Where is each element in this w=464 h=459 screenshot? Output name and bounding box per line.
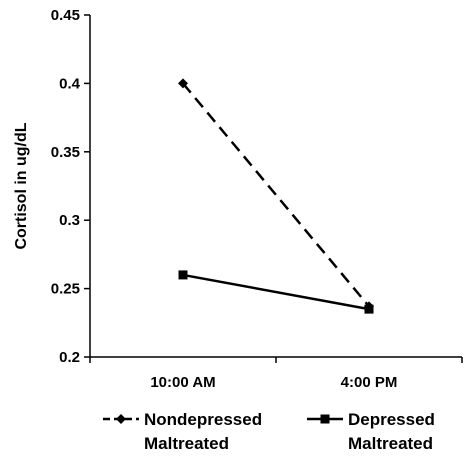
data-point-marker	[178, 270, 188, 280]
data-point-marker	[178, 78, 188, 89]
legend-label: Maltreated	[348, 434, 433, 453]
legend-item: Depressed Maltreated	[307, 410, 435, 453]
y-axis-title: Cortisol in ug/dL	[13, 122, 30, 249]
x-tick-label: 10:00 AM	[150, 374, 215, 391]
y-tick-label: 0.25	[51, 281, 80, 298]
series-1	[178, 78, 374, 312]
legend: Nondepressed Maltreated Depressed Maltreate…	[103, 410, 435, 453]
data-point-marker	[364, 304, 374, 314]
y-tick-label: 0.35	[51, 144, 80, 161]
y-tick-label: 0.2	[59, 349, 80, 366]
x-tick-label: 4:00 PM	[341, 374, 398, 391]
legend-swatch-marker	[320, 414, 330, 424]
series-line	[182, 273, 370, 311]
y-tick-label: 0.3	[59, 212, 80, 229]
y-axis-ticks: 0.2 0.25 0.3 0.35 0.4 0.45	[51, 7, 90, 366]
legend-swatch-marker	[116, 414, 126, 424]
legend-label: Nondepressed	[144, 410, 262, 429]
legend-label: Maltreated	[144, 434, 229, 453]
series-2	[178, 270, 374, 314]
legend-item: Nondepressed Maltreated	[103, 410, 262, 453]
legend-label: Depressed	[348, 410, 435, 429]
plot-area: 0.2 0.25 0.3 0.35 0.4 0.45 10:00 AM 4:00 PM	[51, 7, 463, 391]
x-axis-ticks: 10:00 AM 4:00 PM	[89, 357, 463, 391]
y-tick-label: 0.45	[51, 7, 80, 24]
series-line	[182, 82, 370, 308]
y-tick-label: 0.4	[59, 75, 81, 92]
series-layer	[178, 78, 374, 314]
